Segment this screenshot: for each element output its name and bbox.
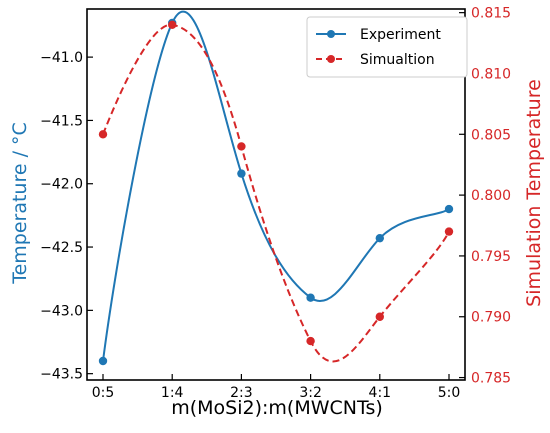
y-right-tick-label-5: 0.790 xyxy=(471,310,511,326)
x-tick-label-1: 1:4 xyxy=(161,385,184,401)
legend: Experiment Simualtion xyxy=(306,16,468,78)
data-point-experiment-4 xyxy=(375,233,384,243)
y-right-tick-label-3: 0.800 xyxy=(471,188,511,204)
x-axis-label: m(MoSi2):m(MWCNTs) xyxy=(171,397,383,419)
y-left-tick-label-5: −43.5 xyxy=(40,367,83,383)
data-point-experiment-0 xyxy=(98,356,108,366)
y-left-tick-label-3: −42.5 xyxy=(40,240,83,256)
legend-experiment-label: Experiment xyxy=(360,27,441,43)
y-right-tick-label-6: 0.785 xyxy=(471,371,511,387)
y-left-tick-label-0: −41.0 xyxy=(40,50,83,66)
y-axis-right-label: Simulation Temperature xyxy=(523,79,545,307)
legend-simulation-label: Simualtion xyxy=(360,52,435,68)
x-tick-label-2: 2:3 xyxy=(230,385,253,401)
data-point-simulation-5 xyxy=(444,227,454,236)
y-right-tick-label-0: 0.815 xyxy=(471,6,511,22)
data-point-experiment-2 xyxy=(237,169,246,178)
data-point-simulation-0 xyxy=(98,130,108,139)
y-right-tick-label-2: 0.805 xyxy=(471,127,511,143)
y-left-tick-label-1: −41.5 xyxy=(40,113,83,129)
data-point-simulation-3 xyxy=(306,336,315,346)
plot-area xyxy=(98,10,454,366)
axes: 0:5 1:4 2:3 3:2 4:1 5:0 −41.0 −41.5 −42.0 −42.5 −4… xyxy=(40,6,511,401)
plot-frame xyxy=(86,8,466,381)
x-tick-label-3: 3:2 xyxy=(299,385,322,401)
legend-experiment-marker xyxy=(327,30,335,38)
data-point-simulation-2 xyxy=(237,142,246,151)
data-point-simulation-1 xyxy=(168,20,177,30)
y-left-tick-label-2: −42.0 xyxy=(40,177,83,193)
y-right-tick-label-1: 0.810 xyxy=(471,66,511,82)
y-left-tick-label-4: −43.0 xyxy=(40,303,83,319)
x-tick-label-4: 4:1 xyxy=(369,385,392,401)
data-point-simulation-4 xyxy=(375,312,384,321)
legend-box xyxy=(306,16,468,78)
y-axis-left-label: Temperature / °C xyxy=(9,122,31,285)
data-point-experiment-5 xyxy=(444,204,454,214)
data-point-experiment-3 xyxy=(306,293,315,302)
x-tick-label-5: 5:0 xyxy=(438,385,461,401)
y-right-tick-label-4: 0.795 xyxy=(471,249,511,265)
x-tick-label-0: 0:5 xyxy=(92,385,115,401)
legend-simulation-marker xyxy=(327,55,335,63)
